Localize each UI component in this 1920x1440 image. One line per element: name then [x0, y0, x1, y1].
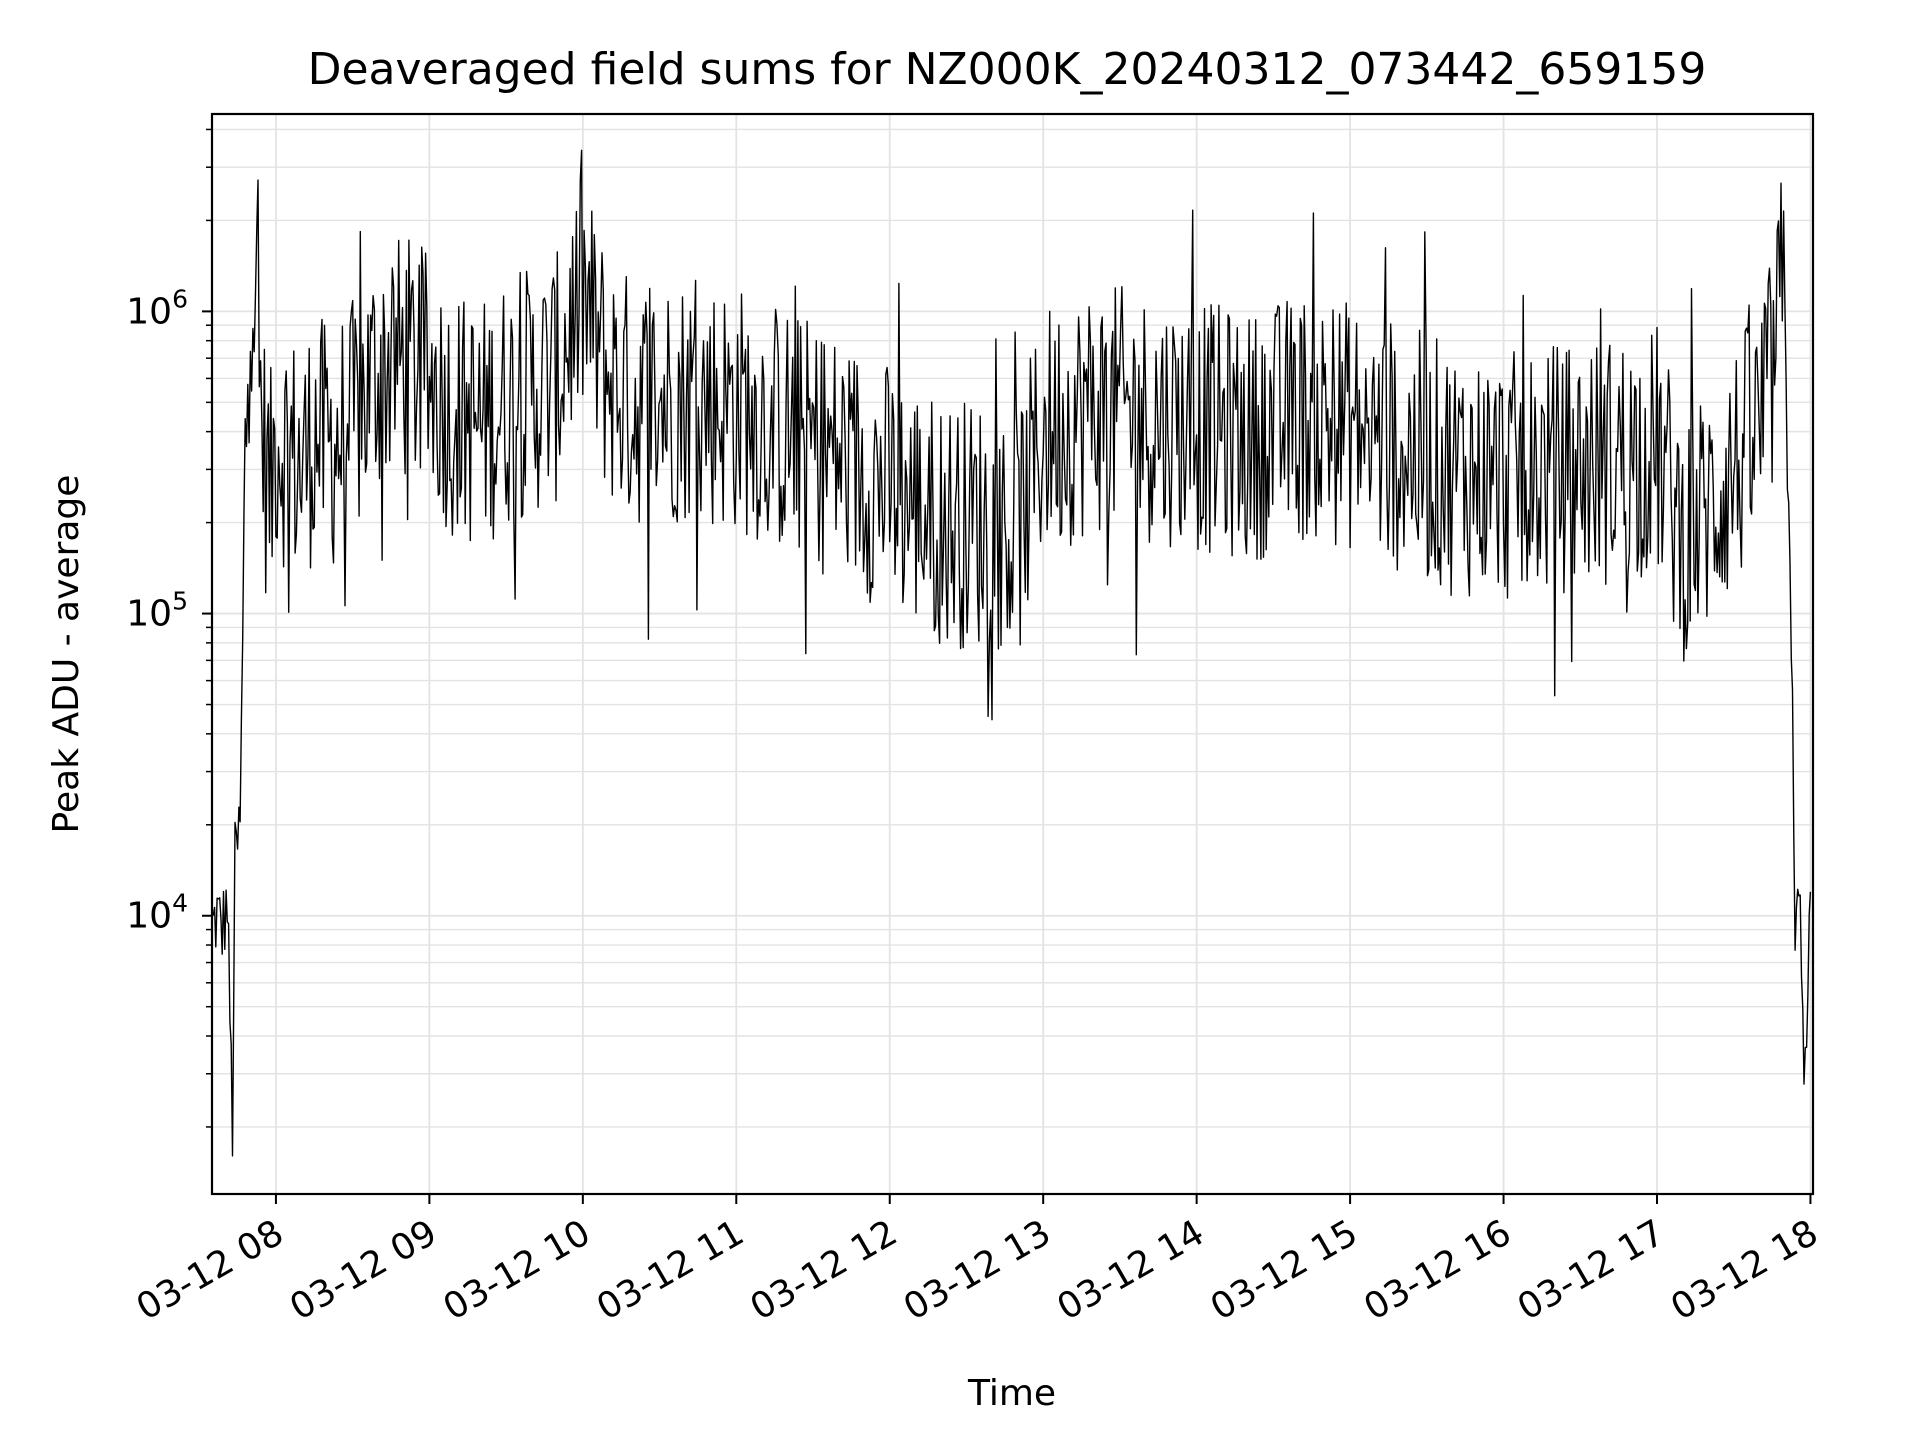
plot-area	[211, 149, 1812, 1157]
y-tick-label: 105	[126, 587, 188, 635]
x-axis-label: Time	[967, 1373, 1056, 1414]
grid-lines	[212, 114, 1813, 1194]
chart-title: Deaveraged field sums for NZ000K_2024031…	[308, 44, 1707, 95]
y-axis-label: Peak ADU - average	[46, 475, 87, 834]
y-axis: 104 105 106	[126, 128, 212, 1128]
series-line	[211, 149, 1812, 1157]
y-tick-label: 104	[126, 889, 188, 937]
axes-frame	[210, 112, 1815, 1196]
y-tick-label: 106	[126, 284, 188, 332]
